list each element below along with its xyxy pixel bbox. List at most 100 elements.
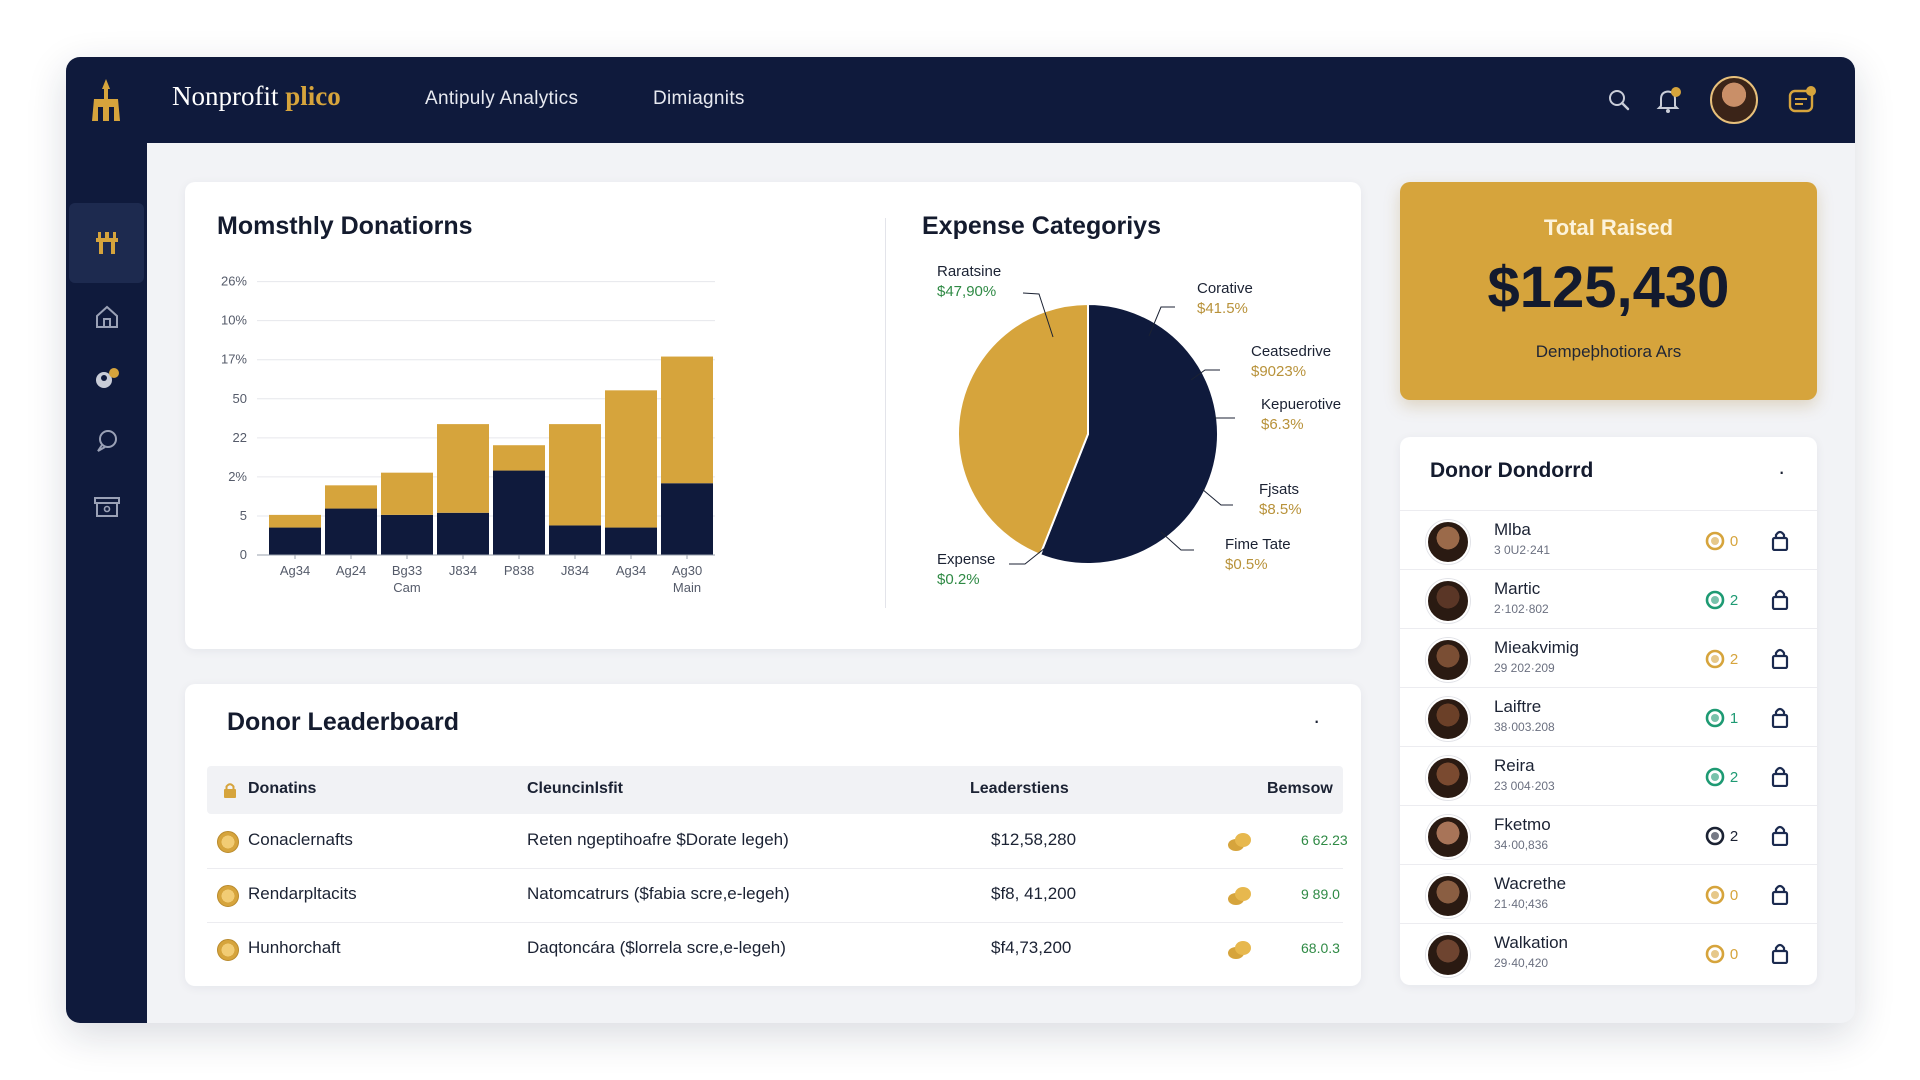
- donor-list-item[interactable]: Reira 23 004·203 2: [1400, 747, 1817, 806]
- donor-list-item[interactable]: Mieakvimig 29 202·209 2: [1400, 629, 1817, 688]
- calendar-icon[interactable]: [1783, 81, 1821, 119]
- donor-score: 9 89.0: [1301, 886, 1340, 902]
- donor-list-item[interactable]: Fketmo 34·00,836 2: [1400, 806, 1817, 865]
- table-row[interactable]: Hunhorchaft Daqtoncára ($lorrela scre,e-…: [207, 923, 1343, 977]
- donor-id: 29 202·209: [1494, 661, 1555, 675]
- y-tick-label: 50: [233, 391, 247, 406]
- bar-segment-gold: [661, 356, 713, 484]
- coin-badge-icon: 2: [1705, 590, 1738, 610]
- avatar: [1426, 874, 1470, 918]
- bar-segment-navy: [605, 527, 657, 555]
- svg-text:2: 2: [1730, 651, 1738, 668]
- y-tick-label: 22: [233, 430, 247, 445]
- donor-name: Reira: [1494, 756, 1535, 775]
- pie-leader-line: [1148, 306, 1175, 337]
- donor-list-item[interactable]: Walkation 29·40,420 0: [1400, 924, 1817, 983]
- lock-icon[interactable]: [1771, 706, 1789, 728]
- donor-list-item[interactable]: Laiftre 38·003.208 1: [1400, 688, 1817, 747]
- coin-badge-icon: 0: [1705, 885, 1738, 905]
- bar-segment-navy: [437, 512, 489, 555]
- x-tick-label: J834: [449, 563, 477, 578]
- pie-label-fjsats: Fjsats $8.5%: [1259, 481, 1302, 518]
- y-tick-label: 26%: [221, 274, 247, 289]
- donor-name: Walkation: [1494, 933, 1569, 952]
- avatar: [1426, 579, 1470, 623]
- home-icon[interactable]: [69, 277, 144, 357]
- lock-icon[interactable]: [1771, 647, 1789, 669]
- total-raised-card: Total Raised $125,430 Dempeþhotiora Ars: [1400, 182, 1817, 400]
- pie-leader-line: [1022, 292, 1054, 338]
- x-tick-label: Ag34: [616, 563, 646, 578]
- donor-list-item[interactable]: Mlba 3 0U2·241 0: [1400, 511, 1817, 570]
- table-row[interactable]: Rendarpltacits Natomcatrurs ($fabia scre…: [207, 869, 1343, 923]
- donor-list-item[interactable]: Wacrethe 21·40;436 0: [1400, 865, 1817, 924]
- bell-icon[interactable]: [1650, 81, 1688, 119]
- svg-text:2: 2: [1730, 828, 1738, 845]
- bar-segment-gold: [437, 424, 489, 513]
- bar-segment-gold: [549, 424, 601, 526]
- x-tick-label: Bg33: [392, 563, 422, 578]
- avatar[interactable]: [1710, 76, 1758, 124]
- lock-icon[interactable]: [1771, 588, 1789, 610]
- donor-amount: $12,58,280: [991, 830, 1077, 849]
- header-category[interactable]: Cleuncinlsfit: [527, 780, 624, 797]
- donor-list-item[interactable]: Martic 2·102·802 2: [1400, 570, 1817, 629]
- donor-list-divider: [1400, 510, 1817, 511]
- coin-badge-icon: 2: [1705, 826, 1738, 846]
- svg-text:2: 2: [1730, 592, 1738, 609]
- pie-slice: [1038, 302, 1219, 565]
- pie-label-corative: Corative $41.5%: [1197, 280, 1253, 317]
- lock-icon[interactable]: [1771, 942, 1789, 964]
- expense-pie-chart: [957, 292, 1235, 565]
- donor-id: 38·003.208: [1494, 720, 1555, 734]
- total-raised-subtitle: Dempeþhotiora Ars: [1535, 342, 1682, 361]
- svg-text:0: 0: [1730, 946, 1738, 963]
- coin-icon: [217, 831, 239, 853]
- lock-icon[interactable]: [1771, 883, 1789, 905]
- pie-slice: [957, 302, 1089, 557]
- donor-id: 29·40,420: [1494, 956, 1549, 970]
- donors-icon[interactable]: [69, 340, 144, 420]
- coin-stack-icon: [1228, 833, 1251, 851]
- nav-analytics[interactable]: Antipuly Analytics: [425, 88, 579, 109]
- lock-icon[interactable]: [1771, 529, 1789, 551]
- donor-description: Natomcatrurs ($fabia scre,e-legeh): [527, 884, 790, 903]
- header-bemsow[interactable]: Bemsow: [1267, 780, 1333, 797]
- lock-icon[interactable]: [1771, 765, 1789, 787]
- logo-icon: [92, 79, 120, 121]
- brand-title[interactable]: Nonprofit plico: [172, 81, 341, 111]
- bar-segment-gold: [325, 485, 377, 509]
- pie-label-expense: Expense $0.2%: [937, 551, 996, 588]
- coin-stack-icon: [1228, 941, 1251, 959]
- header-leaders[interactable]: Leaderstiens: [970, 780, 1069, 797]
- bar-segment-gold: [269, 514, 321, 528]
- donor-id: 23 004·203: [1494, 779, 1555, 793]
- donor-name: Mieakvimig: [1494, 638, 1580, 657]
- lock-icon[interactable]: [1771, 824, 1789, 846]
- archive-icon[interactable]: [69, 466, 144, 546]
- avatar: [1426, 815, 1470, 859]
- coin-badge-icon: 0: [1705, 944, 1738, 964]
- donor-id: 21·40;436: [1494, 897, 1549, 911]
- leaderboard-header: [207, 766, 1343, 814]
- donor-id: 34·00,836: [1494, 838, 1549, 852]
- chat-icon[interactable]: [69, 401, 144, 481]
- donor-description: Daqtoncára ($lorrela scre,e-legeh): [527, 938, 786, 957]
- nav-diagnostics[interactable]: Dimiagnits: [653, 88, 745, 109]
- svg-text:0: 0: [1730, 533, 1738, 550]
- avatar: [1426, 520, 1470, 564]
- search-icon[interactable]: [1600, 81, 1638, 119]
- leaderboard-menu-button[interactable]: ·: [1313, 708, 1321, 733]
- top-bar: Nonprofit plico Antipuly Analytics Dimia…: [66, 57, 1855, 143]
- x-tick-label: Ag24: [336, 563, 366, 578]
- table-row[interactable]: Conaclernafts Reten ngeptihoafre $Dorate…: [207, 815, 1348, 869]
- donor-score: 6 62.23: [1301, 832, 1348, 848]
- sidebar: [66, 143, 147, 1023]
- header-donations[interactable]: Donatins: [248, 780, 317, 797]
- bar-segment-gold: [605, 390, 657, 528]
- svg-text:2: 2: [1730, 769, 1738, 786]
- dashboard-icon[interactable]: [69, 203, 144, 283]
- leaderboard-title: Donor Leaderboard: [227, 708, 459, 736]
- donor-list-menu-button[interactable]: ·: [1778, 459, 1786, 484]
- avatar: [1426, 638, 1470, 682]
